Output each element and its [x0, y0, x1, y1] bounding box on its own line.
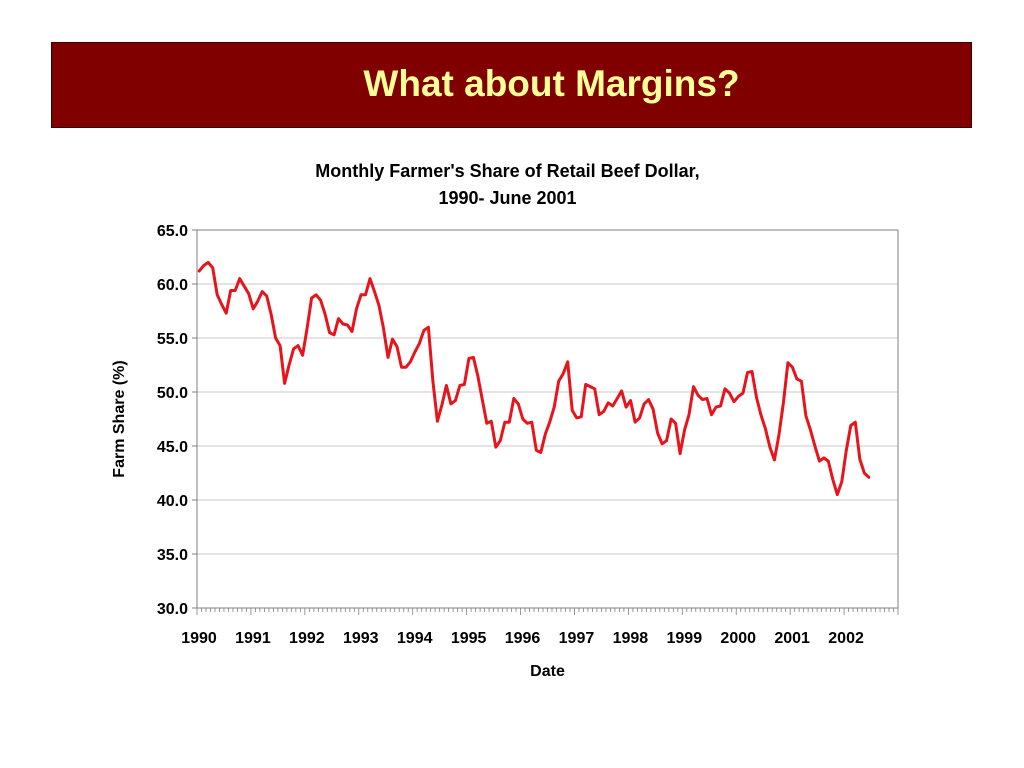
y-tick-label: 30.0: [157, 601, 188, 618]
x-tick-label: 1996: [505, 630, 541, 647]
x-tick-label: 2000: [720, 630, 756, 647]
x-tick-label: 1991: [235, 630, 271, 647]
slide-title: What about Margins?: [363, 63, 740, 104]
x-tick-label: 2002: [828, 630, 864, 647]
x-tick-label: 1993: [343, 630, 379, 647]
x-tick-label: 1997: [559, 630, 595, 647]
y-tick-label: 50.0: [157, 385, 188, 402]
series-line-farm-share: [197, 260, 871, 497]
x-tick-label: 1990: [181, 630, 217, 647]
x-tick-label: 1995: [451, 630, 487, 647]
x-axis: 1990 1991 1992 1993 1994 1995 1996 1997 1998 1999…: [181, 607, 899, 647]
y-axis: 30.0 35.0 40.0 45.0 50.0 55.0 60.0 65.0: [157, 223, 197, 618]
x-tick-label: 1999: [667, 630, 703, 647]
y-tick-label: 60.0: [157, 277, 188, 294]
x-tick-label: 2001: [774, 630, 810, 647]
chart-title-line-1: Monthly Farmer's Share of Retail Beef Do…: [315, 161, 700, 181]
y-tick-label: 65.0: [157, 223, 188, 240]
y-tick-label: 45.0: [157, 439, 188, 456]
gridlines: [197, 229, 898, 555]
y-axis-label: Farm Share (%): [111, 360, 128, 477]
title-bar: What about Margins?: [51, 42, 972, 128]
chart-title-line-2: 1990- June 2001: [438, 188, 577, 208]
x-tick-label: 1992: [289, 630, 325, 647]
x-tick-label: 1998: [613, 630, 649, 647]
plot-area: [196, 229, 899, 609]
y-tick-label: 40.0: [157, 493, 188, 510]
chart-title: Monthly Farmer's Share of Retail Beef Do…: [200, 158, 815, 212]
y-tick-label: 35.0: [157, 547, 188, 564]
y-tick-label: 55.0: [157, 331, 188, 348]
x-axis-label: Date: [530, 663, 565, 680]
x-tick-label: 1994: [397, 630, 433, 647]
